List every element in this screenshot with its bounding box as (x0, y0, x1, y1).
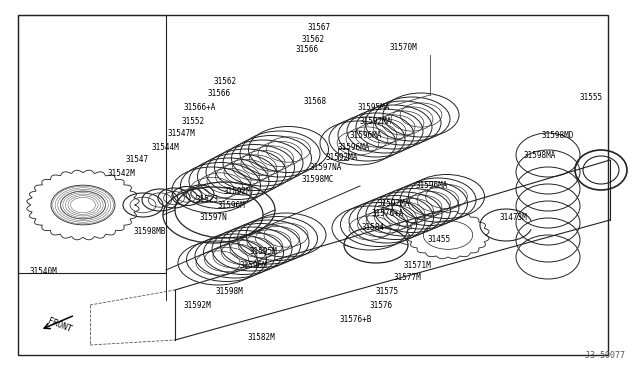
Text: 31544M: 31544M (152, 142, 180, 151)
Bar (338, 148, 348, 160)
Text: 31592MA: 31592MA (378, 199, 410, 208)
Text: 31566: 31566 (296, 45, 319, 54)
Text: FRONT: FRONT (47, 316, 73, 334)
Text: 31567: 31567 (308, 23, 331, 32)
Text: 31566+A: 31566+A (184, 103, 216, 112)
Text: 31562: 31562 (302, 35, 325, 44)
Text: 31547M: 31547M (167, 129, 195, 138)
Text: 31584: 31584 (361, 224, 384, 232)
Text: 31598M: 31598M (215, 286, 243, 295)
Text: 31597N: 31597N (200, 214, 228, 222)
Bar (18, 15, 166, 273)
Text: 31576+B: 31576+B (339, 314, 371, 324)
Text: 31596MA: 31596MA (350, 131, 382, 140)
Text: 31552: 31552 (181, 116, 204, 125)
Text: 31596M: 31596M (240, 260, 268, 269)
Text: 31562: 31562 (214, 77, 237, 87)
Text: 31568: 31568 (303, 96, 326, 106)
Text: 31575: 31575 (376, 286, 399, 295)
Text: 31595M: 31595M (249, 247, 276, 257)
Text: 31542M: 31542M (107, 169, 135, 177)
Text: 31592MA: 31592MA (326, 154, 358, 163)
Text: 31596MA: 31596MA (338, 144, 371, 153)
Text: 31596MA: 31596MA (416, 182, 449, 190)
Text: 31570M: 31570M (390, 44, 418, 52)
Text: J3 50077: J3 50077 (585, 351, 625, 360)
Text: 31576: 31576 (370, 301, 393, 311)
Text: 31592MA: 31592MA (360, 118, 392, 126)
Text: 31598MB: 31598MB (134, 228, 166, 237)
Text: 31582M: 31582M (247, 334, 275, 343)
Text: 31540M: 31540M (30, 267, 58, 276)
Text: 31547: 31547 (126, 155, 149, 164)
Text: 31523: 31523 (196, 196, 219, 205)
Text: 31598MC: 31598MC (302, 176, 334, 185)
Text: 31598MD: 31598MD (541, 131, 573, 140)
Text: 31595MA: 31595MA (357, 103, 389, 112)
Text: 31577M: 31577M (393, 273, 420, 282)
Text: 31473M: 31473M (500, 214, 528, 222)
Text: 31566: 31566 (208, 89, 231, 97)
Text: 31597NA: 31597NA (310, 164, 342, 173)
Text: 31592M: 31592M (183, 301, 211, 310)
Text: 31596M: 31596M (217, 201, 244, 209)
Text: 31576+A: 31576+A (371, 209, 403, 218)
Text: 31455: 31455 (427, 235, 450, 244)
Text: 31555: 31555 (579, 93, 602, 102)
Text: 31598MA: 31598MA (524, 151, 556, 160)
Text: 31592M: 31592M (224, 187, 252, 196)
Text: 31571M: 31571M (403, 260, 431, 269)
